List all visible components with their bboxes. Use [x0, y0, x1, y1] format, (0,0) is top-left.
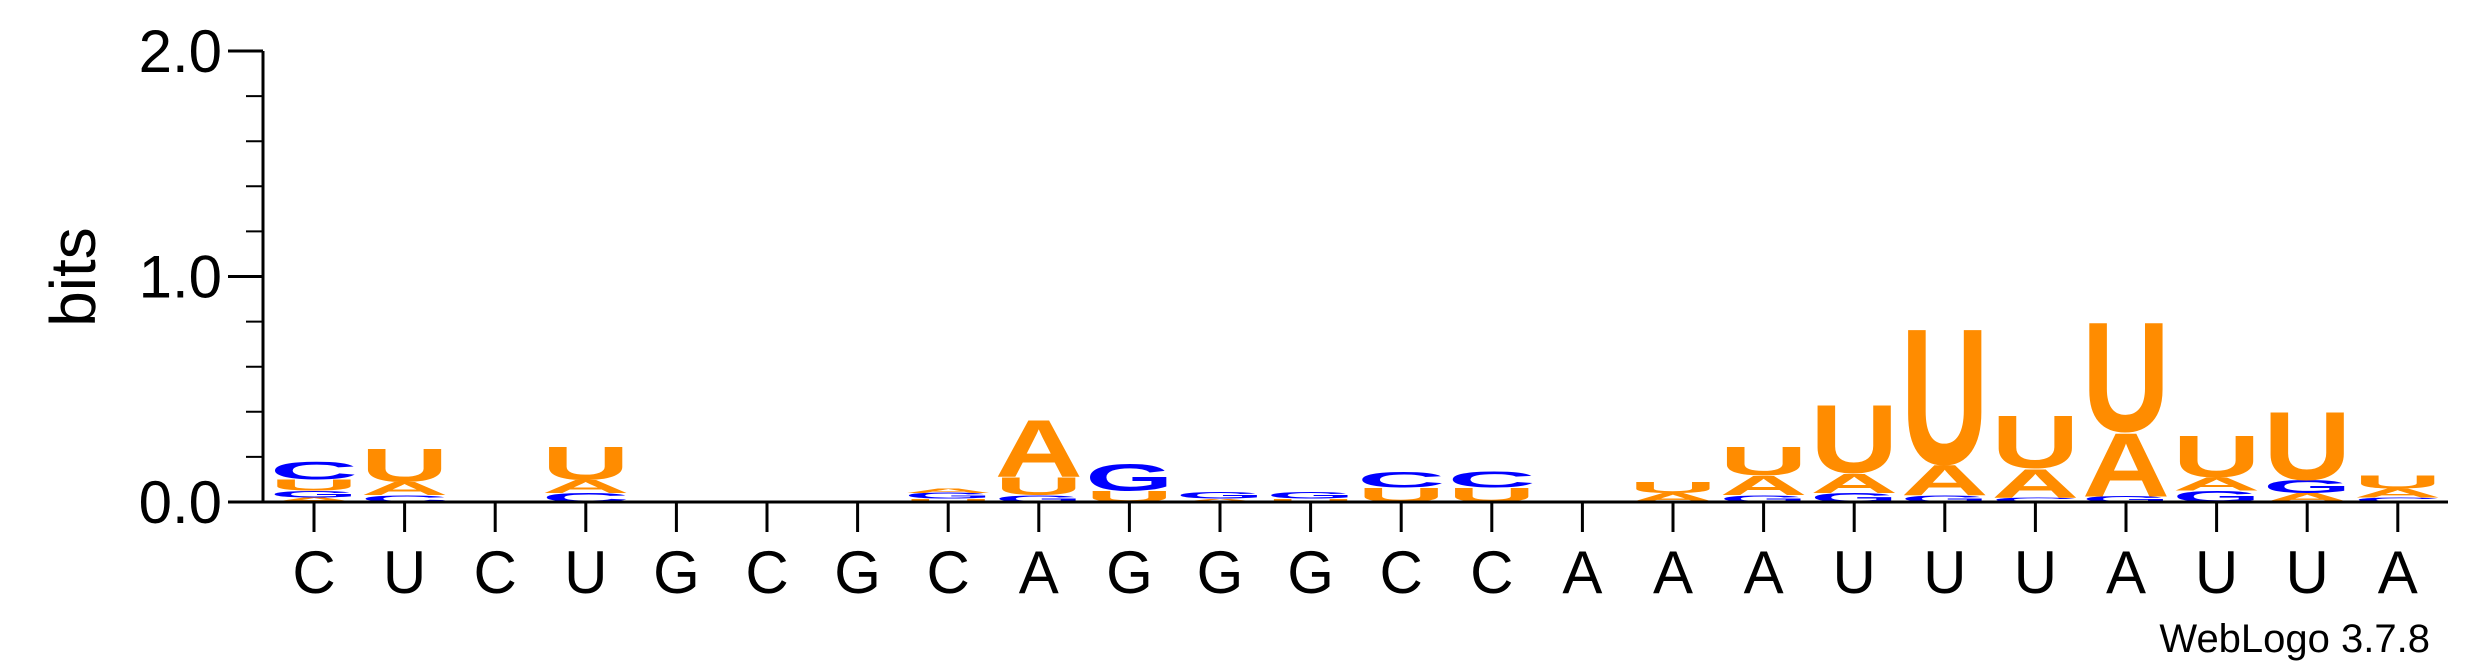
weblogo-credit: WebLogo 3.7.8: [2159, 617, 2430, 661]
x-tick-label: A: [2378, 539, 2418, 606]
logo-letter-u: U: [1629, 479, 1717, 496]
x-tick-label: G: [653, 539, 700, 606]
x-tick-label: A: [1744, 539, 1784, 606]
logo-letter-c: C: [1448, 466, 1536, 492]
logo-letter-u: U: [1810, 385, 1898, 493]
logo-letter-a: A: [361, 478, 449, 499]
logo-letter-u: U: [361, 439, 449, 492]
logo-letter-g: G: [1267, 490, 1355, 501]
x-tick-label: U: [2286, 539, 2329, 606]
x-tick-label: G: [1197, 539, 1244, 606]
logo-letter-u: U: [904, 498, 992, 503]
logo-letter-u: U: [2082, 289, 2170, 464]
logo-letter-g: G: [1085, 457, 1173, 499]
x-tick-label: C: [1470, 539, 1513, 606]
x-tick-label: G: [1106, 539, 1153, 606]
logo-letter-g: G: [904, 491, 992, 500]
logo-letter-a: A: [1901, 456, 1989, 505]
logo-letter-c: C: [2354, 496, 2442, 503]
x-tick-label: G: [834, 539, 881, 606]
logo-letter-a: A: [270, 496, 358, 503]
logo-letter-u: U: [2354, 472, 2442, 493]
logo-letter-c: C: [361, 494, 449, 504]
logo-letter-a: A: [1176, 498, 1264, 503]
logo-letter-g: G: [995, 494, 1083, 505]
logo-letter-u: U: [1901, 289, 1989, 506]
x-tick-label: C: [292, 539, 335, 606]
logo-letter-u: U: [995, 472, 1083, 500]
logo-letter-u: U: [1720, 439, 1808, 484]
logo-letter-c: C: [270, 457, 358, 485]
logo-letter-g: G: [2082, 495, 2170, 504]
logo-letter-u: U: [270, 477, 358, 494]
x-tick-label: A: [1653, 539, 1693, 606]
logo-letter-u: U: [1991, 401, 2079, 485]
x-tick-label: U: [1923, 539, 1966, 606]
logo-letter-u: U: [542, 437, 630, 490]
y-tick-label: 2.0: [139, 18, 222, 85]
x-tick-label: A: [1562, 539, 1602, 606]
logo-letter-g: G: [2263, 476, 2351, 497]
logo-letter-c: C: [1991, 496, 2079, 503]
logo-letter-g: G: [1901, 494, 1989, 505]
x-tick-label: C: [1380, 539, 1423, 606]
x-tick-label: A: [1019, 539, 1059, 606]
logo-letter-a: A: [1991, 461, 2079, 506]
logo-letter-a: A: [1810, 467, 1898, 499]
y-axis-label: bits: [37, 227, 109, 327]
x-tick-label: G: [1287, 539, 1334, 606]
x-tick-label: C: [927, 539, 970, 606]
logo-letter-a: A: [542, 476, 630, 497]
y-tick-label: 1.0: [139, 244, 222, 311]
logo-letter-a: A: [2082, 414, 2170, 515]
x-tick-label: U: [2014, 539, 2057, 606]
x-tick-label: U: [564, 539, 607, 606]
x-tick-label: C: [745, 539, 788, 606]
logo-letter-u: U: [2173, 424, 2261, 490]
logo-letter-g: G: [1720, 494, 1808, 505]
logo-letter-u: U: [1267, 498, 1355, 503]
logo-letter-a: A: [904, 487, 992, 494]
x-tick-label: A: [2106, 539, 2146, 606]
logo-letter-u: U: [2263, 392, 2351, 500]
x-tick-label: C: [474, 539, 517, 606]
logo-letter-a: A: [2173, 474, 2261, 495]
y-axis-ticks: 0.0 1.0 2.0: [139, 18, 263, 536]
logo-letter-g: G: [1176, 490, 1264, 501]
y-tick-label: 0.0: [139, 469, 222, 536]
x-tick-label: U: [1833, 539, 1876, 606]
logo-letter-c: C: [1357, 468, 1445, 493]
x-tick-label: U: [383, 539, 426, 606]
x-tick-label: U: [2195, 539, 2238, 606]
logo-letter-a: A: [995, 403, 1083, 494]
logo-letter-a: A: [2354, 486, 2442, 500]
logo-letter-g: G: [270, 489, 358, 500]
logo-letter-a: A: [1720, 470, 1808, 502]
